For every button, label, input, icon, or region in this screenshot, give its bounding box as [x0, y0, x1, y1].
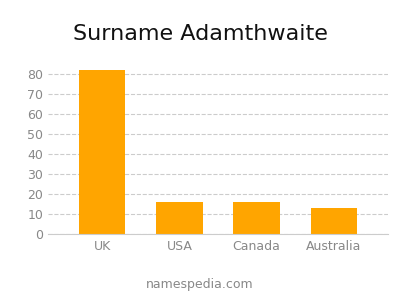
Bar — [234, 202, 280, 234]
Text: namespedia.com: namespedia.com — [146, 278, 254, 291]
Text: Surname Adamthwaite: Surname Adamthwaite — [72, 24, 328, 44]
Bar — [311, 208, 357, 234]
Bar — [79, 70, 125, 234]
Bar — [156, 202, 202, 234]
